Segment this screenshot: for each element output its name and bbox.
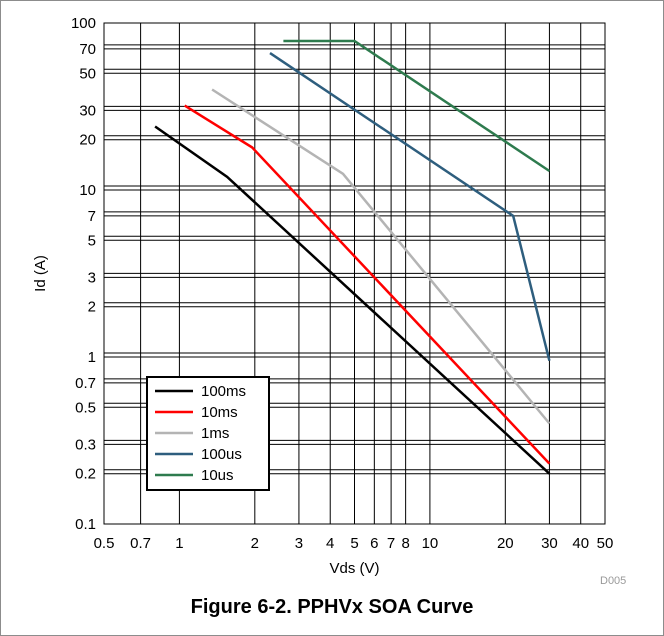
tick-labels: 0.5 0.7 1 2 3 4 5 6 7 8 10 20 30 40 500.10.20.30.50.71…	[71, 15, 613, 552]
legend: 100ms 10ms 1ms 100us 10us	[146, 376, 270, 491]
y-tick-label: 0.1	[75, 516, 96, 533]
y-tick-label: 0.7	[75, 375, 96, 392]
y-axis-label: Id (A)	[32, 255, 49, 292]
x-tick-label: 10	[422, 535, 439, 552]
y-tick-label: 0.5	[75, 399, 96, 416]
legend-label: 10ms	[201, 404, 238, 421]
x-tick-label: 7	[387, 535, 395, 552]
figure-caption: Figure 6-2. PPHVx SOA Curve	[190, 596, 474, 618]
series-line-100ms	[154, 125, 551, 475]
series-line-100us	[269, 52, 551, 362]
x-tick-label: 4	[326, 535, 334, 552]
y-tick-label: 1	[88, 349, 96, 366]
x-tick-label: 5	[350, 535, 358, 552]
y-tick-label: 20	[79, 132, 96, 149]
y-tick-label: 30	[79, 102, 96, 119]
x-tick-label: 3	[295, 535, 303, 552]
y-tick-label: 70	[79, 41, 96, 58]
x-tick-label: 50	[597, 535, 614, 552]
x-tick-label: 8	[401, 535, 409, 552]
y-tick-label: 5	[88, 232, 96, 249]
series-line-1ms	[211, 88, 551, 425]
x-tick-label: 1	[175, 535, 183, 552]
legend-label: 10us	[201, 467, 234, 484]
x-tick-label: 6	[370, 535, 378, 552]
plot-area-border	[103, 22, 606, 525]
y-tick-label: 10	[79, 182, 96, 199]
series-lines	[154, 39, 551, 475]
x-tick-label: 2	[251, 535, 259, 552]
series-line-10ms	[184, 104, 551, 465]
x-tick-label: 40	[572, 535, 589, 552]
y-tick-label: 100	[71, 15, 96, 32]
x-axis-label: Vds (V)	[329, 560, 379, 577]
series-line-10us	[283, 39, 551, 173]
x-tick-label: 20	[497, 535, 514, 552]
x-tick-label: 30	[541, 535, 558, 552]
y-tick-label: 7	[88, 208, 96, 225]
legend-label: 100us	[201, 446, 242, 463]
legend-label: 1ms	[201, 425, 229, 442]
y-tick-label: 0.3	[75, 436, 96, 453]
legend-label: 100ms	[201, 383, 246, 400]
y-tick-label: 3	[88, 269, 96, 286]
y-tick-label: 50	[79, 65, 96, 82]
y-tick-label: 2	[88, 299, 96, 316]
x-tick-label: 0.7	[130, 535, 151, 552]
x-tick-label: 0.5	[94, 535, 115, 552]
figure-code: D005	[600, 575, 627, 587]
y-tick-label: 0.2	[75, 466, 96, 483]
